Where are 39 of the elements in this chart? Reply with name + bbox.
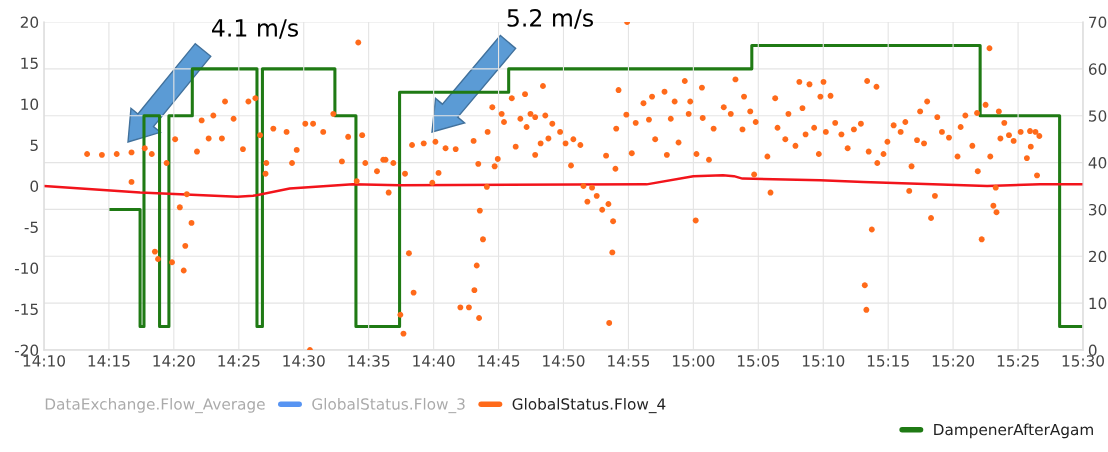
y-tick-label: 10 [21,98,39,111]
y2-tick-label: 40 [1088,157,1107,169]
legend-label: GlobalStatus.Flow_3 [312,397,465,414]
x-tick-label: 15:15 [867,355,909,367]
x-tick-label: 14:30 [283,355,325,367]
line-series [44,174,1083,198]
x-tick-label: 14:25 [218,355,260,367]
x-tick-label: 14:50 [543,355,585,367]
y2-tick-label: 70 [1089,16,1107,29]
y2-tick-label: 30 [1089,203,1107,216]
x-tick-label: 14:40 [413,355,455,367]
annotation: 5.2 m/s [507,8,594,29]
x-tick-label: 15:05 [737,355,779,367]
y-tick-label: -5 [24,221,38,234]
x-tick-label: 15:20 [932,355,975,367]
text: DataExchange.Flow_Average [45,397,265,414]
legend-label: GlobalStatus.Flow_4 [512,397,666,414]
y2-tick-label: 60 [1088,63,1107,75]
x-tick-label: 14:45 [478,355,520,367]
y2-tick-label: 10 [1089,297,1107,310]
y-tick-label: 0 [30,180,39,193]
x-tick-label: 15:30 [1062,355,1104,367]
y2-tick-label: 50 [1089,110,1107,122]
y-tick-label: 15 [21,57,38,70]
x-tick-label: 14:15 [88,355,130,367]
x-tick-label: 15:00 [673,355,715,367]
y-tick-label: -15 [14,303,38,316]
legend-label: DampenerAfterAgam [934,423,1093,439]
x-tick-label: 14:20 [153,355,195,367]
annotation: 4.1 m/s [212,19,299,39]
x-tick-label: 14:35 [348,355,390,367]
x-tick-label: 15:10 [802,355,845,367]
x-tick-label: 14:55 [608,355,650,367]
x-tick-label: 15:25 [997,355,1039,367]
x-tick-label: 14:10 [23,355,65,367]
y-tick-label: 5 [30,139,38,152]
y-tick-label: -10 [14,262,39,275]
y-tick-label: 20 [20,16,39,29]
y2-tick-label: 20 [1088,250,1107,263]
